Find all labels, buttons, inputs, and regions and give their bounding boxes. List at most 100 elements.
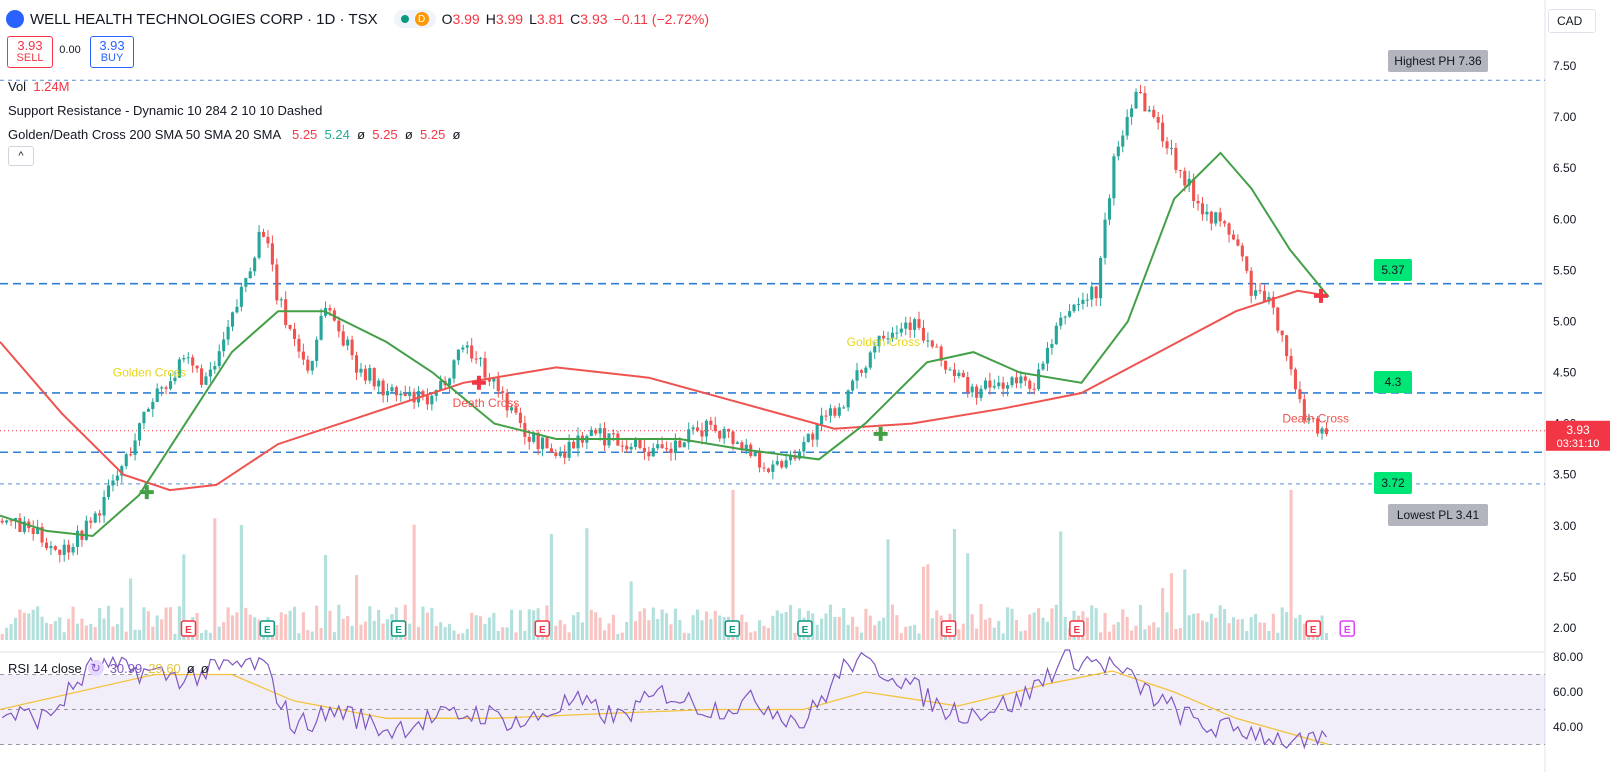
- volume-bar: [275, 625, 279, 640]
- candle-body: [310, 360, 314, 371]
- volume-bar: [53, 621, 57, 640]
- candle-body: [372, 368, 376, 387]
- candle-body: [155, 388, 159, 402]
- candle-body: [1125, 116, 1129, 136]
- volume-bar: [62, 632, 66, 640]
- candle-body: [341, 331, 345, 346]
- rsi-legend[interactable]: RSI 14 close ↻ 30.99 29.60 ø ø: [8, 660, 209, 676]
- buy-button[interactable]: 3.93 BUY: [90, 36, 134, 68]
- candle-body: [523, 423, 527, 437]
- earnings-letter: E: [1344, 625, 1351, 636]
- rsi-settings-icon[interactable]: ↻: [87, 660, 104, 676]
- candle-body: [315, 339, 319, 361]
- candle-body: [718, 430, 722, 439]
- volume-bar: [549, 533, 553, 640]
- candle-body: [368, 368, 372, 381]
- volume-bar: [408, 623, 412, 640]
- candle-body: [248, 271, 252, 279]
- candle-body: [230, 312, 235, 327]
- candle-body: [1121, 135, 1125, 147]
- volume-bar: [1112, 624, 1116, 640]
- price-axis[interactable]: 7.507.006.506.005.505.004.504.003.503.00…: [1546, 59, 1610, 734]
- candle-body: [1156, 117, 1160, 123]
- candle-body: [306, 359, 310, 371]
- rsi-tick-label: 60.00: [1553, 685, 1583, 699]
- candle-body: [1174, 147, 1178, 170]
- candle-body: [1130, 108, 1134, 117]
- volume-bar: [1161, 587, 1165, 640]
- volume-bar: [926, 564, 930, 640]
- volume-bar: [957, 629, 961, 640]
- earnings-letter: E: [185, 625, 192, 636]
- price-tick-label: 4.50: [1553, 366, 1577, 380]
- volume-bar: [350, 625, 354, 640]
- volume-bar: [323, 554, 328, 640]
- volume-bar: [354, 575, 359, 640]
- volume-bar: [492, 612, 496, 640]
- volume-bar: [470, 613, 474, 640]
- candle-body: [160, 387, 164, 389]
- volume-bar: [164, 607, 168, 640]
- candle-body: [1116, 146, 1120, 157]
- earnings-marker: E: [1305, 620, 1321, 637]
- candle-body: [983, 380, 988, 389]
- volume-bar: [208, 632, 212, 640]
- candle-body: [199, 368, 204, 385]
- market-status[interactable]: D: [393, 10, 436, 28]
- volume-bar: [288, 610, 292, 640]
- candle-body: [5, 520, 9, 523]
- earnings-marker: E: [1069, 620, 1085, 637]
- volume-bar: [687, 633, 691, 640]
- sell-button[interactable]: 3.93 SELL: [7, 36, 53, 68]
- earnings-marker: E: [724, 620, 741, 637]
- volume-bar: [766, 627, 770, 640]
- candle-body: [146, 408, 150, 412]
- volume-bar: [864, 608, 868, 640]
- earnings-box: [180, 620, 197, 637]
- candle-body: [642, 447, 646, 452]
- price-tick-label: 5.00: [1553, 314, 1577, 328]
- volume-bar: [1240, 619, 1244, 640]
- candle-body: [802, 441, 806, 452]
- spread-value: 0.00: [59, 44, 81, 56]
- candle-body: [992, 386, 996, 388]
- candle-body: [1099, 257, 1103, 299]
- volume-bar: [44, 622, 49, 640]
- candle-body: [1006, 385, 1010, 389]
- candle-body: [545, 437, 549, 449]
- gd-legend[interactable]: Golden/Death Cross 200 SMA 50 SMA 20 SMA…: [8, 127, 461, 142]
- candle-body: [846, 390, 850, 408]
- currency-button[interactable]: CAD: [1548, 9, 1596, 33]
- volume-bar: [84, 625, 88, 640]
- volume-bar: [177, 606, 181, 640]
- candle-body: [1094, 286, 1098, 299]
- collapse-legend-button[interactable]: ^: [8, 146, 34, 166]
- volume-bar: [98, 608, 102, 640]
- candle-body: [709, 420, 713, 425]
- sma-200-line: [0, 289, 1329, 492]
- candle-body: [124, 454, 128, 467]
- sr-legend[interactable]: Support Resistance - Dynamic 10 284 2 10…: [8, 103, 323, 118]
- volume-bar: [1103, 613, 1107, 640]
- volume-legend[interactable]: Vol 1.24M: [8, 79, 70, 94]
- volume-bar: [213, 518, 217, 640]
- candle-body: [111, 480, 115, 486]
- price-tick-label: 2.00: [1553, 621, 1577, 635]
- candle-body: [1068, 311, 1072, 317]
- volume-bar: [1014, 620, 1019, 640]
- volume-bar: [1001, 633, 1005, 640]
- symbol-title[interactable]: WELL HEALTH TECHNOLOGIES CORP · 1D · TSX: [30, 10, 378, 28]
- earnings-box: [259, 620, 276, 637]
- lowest-label: Lowest PL 3.41: [1388, 504, 1488, 526]
- candle-body: [611, 433, 615, 435]
- candle-body: [1231, 234, 1236, 240]
- candle-body: [1178, 169, 1182, 171]
- volume-bar: [1028, 614, 1032, 640]
- volume-bar: [443, 627, 447, 640]
- candle-body: [541, 437, 545, 450]
- volume-bar: [1231, 617, 1236, 640]
- volume-bar: [842, 608, 846, 640]
- candle-body: [979, 388, 983, 398]
